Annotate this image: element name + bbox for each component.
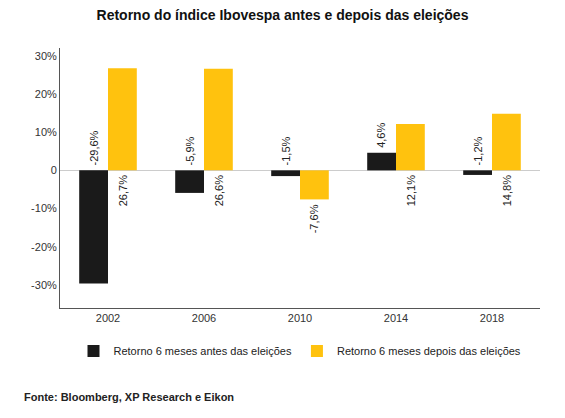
svg-text:-10%: -10% <box>31 202 57 214</box>
svg-text:2006: 2006 <box>192 312 216 324</box>
svg-text:-7,6%: -7,6% <box>308 204 320 233</box>
svg-text:-1,5%: -1,5% <box>280 136 292 165</box>
svg-text:12,1%: 12,1% <box>405 175 417 206</box>
svg-text:2002: 2002 <box>96 312 120 324</box>
svg-text:2014: 2014 <box>384 312 408 324</box>
svg-text:Retorno 6 meses antes das elei: Retorno 6 meses antes das eleições <box>114 345 292 357</box>
svg-text:0: 0 <box>51 164 57 176</box>
svg-text:2010: 2010 <box>288 312 312 324</box>
svg-text:30%: 30% <box>35 50 57 62</box>
svg-text:26,7%: 26,7% <box>117 175 129 206</box>
svg-text:20%: 20% <box>35 88 57 100</box>
svg-text:-29,6%: -29,6% <box>88 130 100 165</box>
svg-text:Fonte: Bloomberg, XP Research: Fonte: Bloomberg, XP Research e Eikon <box>24 391 234 403</box>
svg-text:14,8%: 14,8% <box>501 175 513 206</box>
svg-text:-5,9%: -5,9% <box>184 136 196 165</box>
svg-text:4,6%: 4,6% <box>375 123 387 148</box>
svg-text:10%: 10% <box>35 126 57 138</box>
svg-text:Retorno 6 meses depois das ele: Retorno 6 meses depois das eleições <box>337 345 521 357</box>
svg-text:Retorno do índice Ibovespa ant: Retorno do índice Ibovespa antes e depoi… <box>97 7 469 23</box>
svg-text:2018: 2018 <box>480 312 504 324</box>
svg-text:-20%: -20% <box>31 241 57 253</box>
svg-text:-1,2%: -1,2% <box>472 136 484 165</box>
svg-text:26,6%: 26,6% <box>213 175 225 206</box>
svg-text:-30%: -30% <box>31 279 57 291</box>
